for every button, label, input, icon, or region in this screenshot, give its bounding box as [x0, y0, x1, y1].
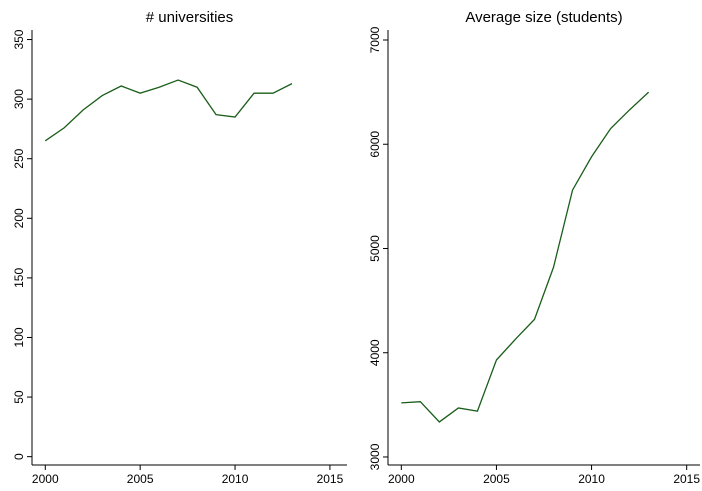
x-tick-label: 2015: [673, 472, 700, 486]
x-tick-label: 2005: [483, 472, 510, 486]
y-tick-label: 100: [12, 327, 26, 347]
y-tick-label: 0: [12, 453, 26, 460]
y-tick-label: 350: [12, 29, 26, 49]
y-tick-label: 150: [12, 268, 26, 288]
x-tick-label: 2015: [317, 472, 344, 486]
y-tick-label: 5000: [368, 235, 382, 262]
data-line: [401, 91, 650, 423]
y-tick-label: 6000: [368, 131, 382, 158]
x-tick-label: 2010: [578, 472, 605, 486]
data-line: [44, 79, 293, 142]
x-tick-label: 2000: [388, 472, 415, 486]
y-tick-label: 300: [12, 89, 26, 109]
y-tick-label: 4000: [368, 339, 382, 366]
x-tick-label: 2010: [222, 472, 249, 486]
chart-title: Average size (students): [465, 9, 622, 26]
chart-title: # universities: [146, 9, 234, 26]
y-tick-label: 50: [12, 390, 26, 404]
y-tick-label: 3000: [368, 443, 382, 470]
x-tick-label: 2005: [127, 472, 154, 486]
y-tick-label: 7000: [368, 26, 382, 53]
y-tick-label: 200: [12, 208, 26, 228]
y-tick-label: 250: [12, 148, 26, 168]
x-tick-label: 2000: [32, 472, 59, 486]
